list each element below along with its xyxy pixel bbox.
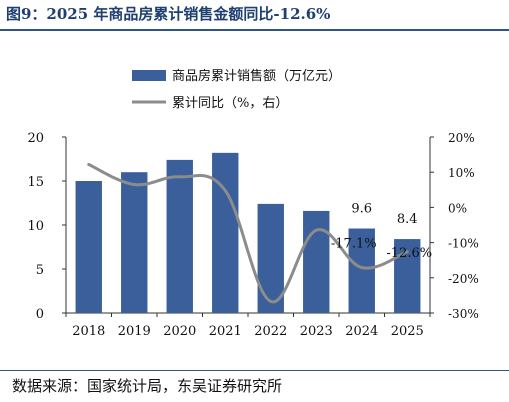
right-axis-tick-label: -10% xyxy=(448,237,479,251)
bar xyxy=(348,228,375,313)
title-rule xyxy=(0,29,509,31)
yoy-point xyxy=(269,299,273,303)
axes: 0 5 10 15 20 -30% -20% -10% 0% 10% 20% 2018 2019 2020… xyxy=(27,131,478,339)
x-axis-tick-label: 2021 xyxy=(209,324,242,339)
line-value-label: -17.1% xyxy=(331,237,377,252)
figure-title: 图9：2025 年商品房累计销售金额同比-12.6% xyxy=(6,5,331,23)
bar xyxy=(121,172,148,313)
x-axis-tick-label: 2019 xyxy=(118,324,151,339)
right-axis-tick-label: 20% xyxy=(448,131,475,145)
legend-bar-label: 商品房累计销售额（万亿元） xyxy=(172,68,341,84)
bar xyxy=(212,152,239,313)
bar-value-label: 9.6 xyxy=(351,202,372,217)
yoy-line xyxy=(88,163,408,303)
x-axis-tick-label: 2018 xyxy=(72,324,105,339)
line-value-label: -12.6% xyxy=(386,246,432,261)
source-note: 数据来源：国家统计局，东吴证券研究所 xyxy=(12,377,283,395)
x-axis-tick-label: 2025 xyxy=(391,324,424,339)
left-axis-tick-label: 15 xyxy=(27,175,44,190)
yoy-point xyxy=(87,162,91,166)
yoy-point xyxy=(314,228,318,232)
chart: 商品房累计销售额（万亿元） 累计同比（%，右） 0 5 10 15 20 -30% -20%… xyxy=(27,68,478,339)
bar xyxy=(303,210,330,313)
bar xyxy=(166,159,193,313)
yoy-point xyxy=(405,250,409,254)
legend: 商品房累计销售额（万亿元） 累计同比（%，右） xyxy=(132,68,341,111)
x-axis-tick-label: 2024 xyxy=(345,324,378,339)
x-axis-tick-label: 2023 xyxy=(300,324,333,339)
bars xyxy=(75,152,421,313)
legend-line-label: 累计同比（%，右） xyxy=(172,96,288,111)
left-axis-tick-label: 5 xyxy=(36,263,44,278)
source-rule xyxy=(0,370,509,371)
left-axis-tick-label: 20 xyxy=(27,131,44,146)
data-labels: 9.6 8.4 -17.1% -12.6% xyxy=(331,202,432,261)
yoy-point xyxy=(178,175,182,179)
bar xyxy=(75,181,102,313)
yoy-point xyxy=(223,189,227,193)
right-axis-tick-label: -20% xyxy=(448,272,479,286)
line-series xyxy=(87,162,409,303)
right-axis-tick-label: 0% xyxy=(448,201,467,215)
bar xyxy=(257,203,284,313)
legend-bar-swatch xyxy=(132,70,166,81)
left-axis-tick-label: 0 xyxy=(36,307,44,322)
x-axis-tick-label: 2022 xyxy=(254,324,287,339)
bar-value-label: 8.4 xyxy=(397,212,418,227)
yoy-point xyxy=(132,183,136,187)
right-axis-tick-label: 10% xyxy=(448,166,475,180)
x-axis-tick-label: 2020 xyxy=(163,324,196,339)
left-axis-tick-label: 10 xyxy=(27,219,44,234)
yoy-point xyxy=(360,266,364,270)
right-axis-tick-label: -30% xyxy=(448,307,479,321)
